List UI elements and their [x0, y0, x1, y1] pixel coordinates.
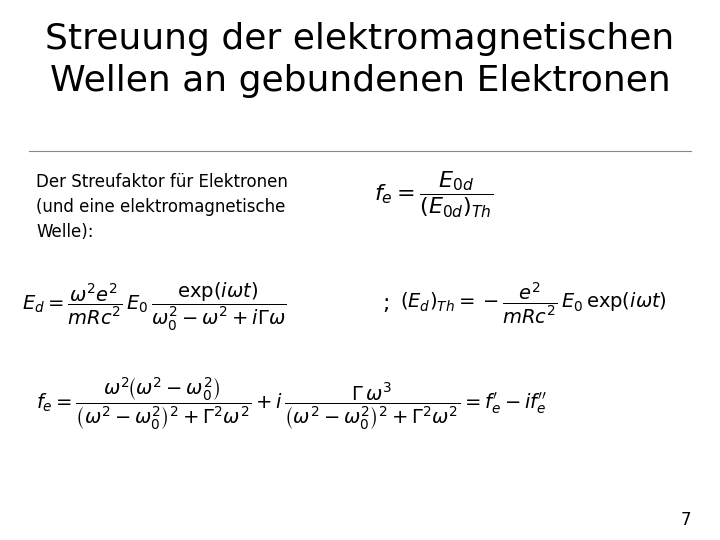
Text: 7: 7 [680, 511, 691, 529]
Text: $E_d = \dfrac{\omega^2 e^2}{mRc^2}\,E_0\,\dfrac{\exp(i\omega t)}{\omega_0^2 - \o: $E_d = \dfrac{\omega^2 e^2}{mRc^2}\,E_0\… [22, 281, 286, 333]
Text: $\left(E_d\right)_{Th} = -\dfrac{e^2}{mRc^2}\,E_0\,\exp(i\omega t)$: $\left(E_d\right)_{Th} = -\dfrac{e^2}{mR… [400, 281, 667, 326]
Text: Streuung der elektromagnetischen
Wellen an gebundenen Elektronen: Streuung der elektromagnetischen Wellen … [45, 22, 675, 98]
Text: $f_e = \dfrac{\omega^2\!\left(\omega^2 - \omega_0^2\right)}{\left(\omega^2 - \om: $f_e = \dfrac{\omega^2\!\left(\omega^2 -… [36, 375, 547, 432]
Text: $f_e = \dfrac{E_{0d}}{\left(E_{0d}\right)_{Th}}$: $f_e = \dfrac{E_{0d}}{\left(E_{0d}\right… [374, 170, 494, 220]
Text: Der Streufaktor für Elektronen
(und eine elektromagnetische
Welle):: Der Streufaktor für Elektronen (und eine… [36, 173, 288, 241]
Text: $;$: $;$ [382, 294, 389, 314]
